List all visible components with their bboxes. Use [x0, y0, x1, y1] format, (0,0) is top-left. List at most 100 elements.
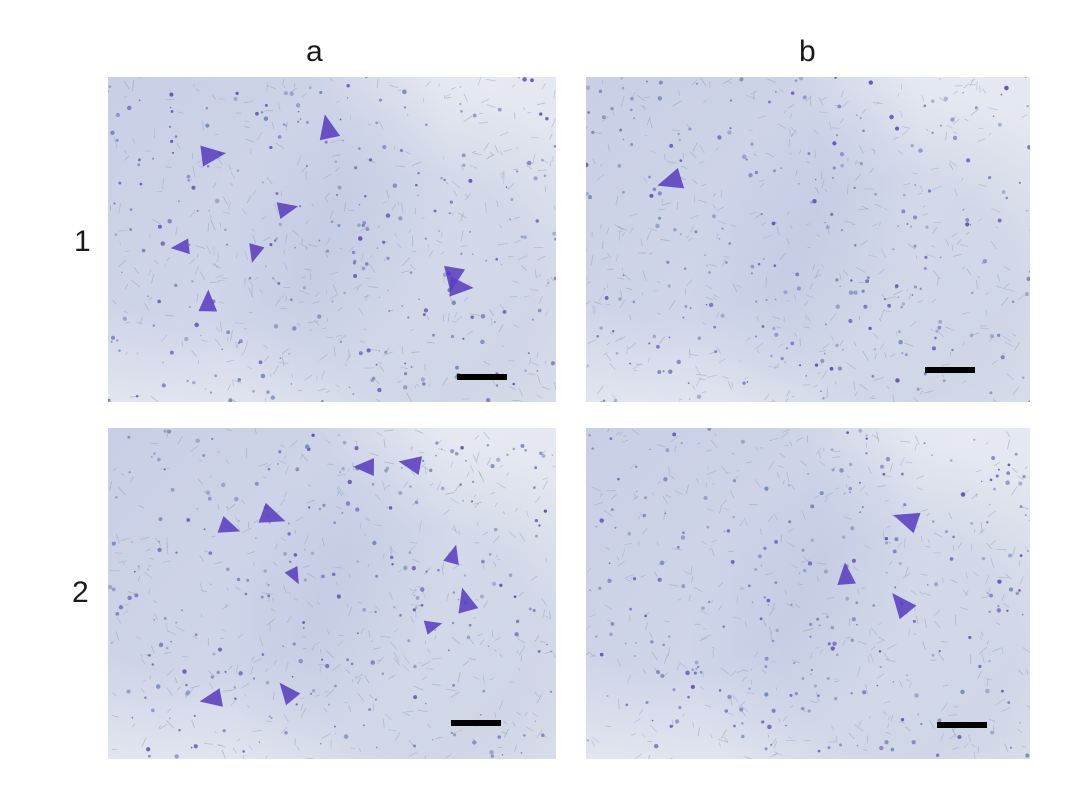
stained-nucleus-dot: [293, 553, 298, 557]
tissue-fiber: [716, 206, 724, 212]
tissue-fiber: [364, 675, 370, 683]
stained-nucleus-dot: [480, 339, 485, 345]
tissue-fiber: [337, 307, 343, 311]
tissue-fiber: [115, 631, 120, 642]
tissue-fiber: [884, 208, 888, 211]
tissue-fiber: [494, 145, 499, 153]
stained-nucleus-dot: [681, 584, 686, 589]
stained-nucleus-dot: [337, 223, 341, 228]
tissue-fiber: [537, 274, 542, 278]
tissue-fiber: [886, 643, 897, 650]
stained-nucleus-dot: [807, 472, 810, 475]
tissue-fiber: [979, 85, 981, 93]
tissue-fiber: [473, 494, 477, 498]
tissue-fiber: [810, 652, 813, 659]
stained-nucleus-dot: [894, 537, 899, 542]
tissue-fiber: [228, 665, 233, 671]
tissue-fiber: [805, 313, 811, 322]
stained-nucleus-dot: [169, 106, 172, 109]
tissue-fiber: [985, 441, 989, 446]
stained-nucleus-dot: [774, 90, 777, 93]
stained-nucleus-dot: [169, 350, 174, 355]
tissue-fiber: [451, 212, 455, 216]
tissue-fiber: [963, 83, 970, 89]
tissue-fiber: [846, 475, 851, 479]
stained-nucleus-dot: [368, 708, 372, 711]
stained-nucleus-dot: [784, 361, 786, 363]
tissue-fiber: [773, 741, 778, 749]
tissue-fiber: [235, 112, 242, 114]
tissue-fiber: [922, 212, 929, 216]
tissue-fiber: [517, 634, 519, 639]
tissue-fiber: [887, 723, 890, 728]
tissue-fiber: [221, 629, 227, 632]
tissue-fiber: [683, 570, 691, 575]
tissue-fiber: [140, 654, 144, 658]
stained-nucleus-dot: [853, 186, 856, 190]
stained-nucleus-dot: [468, 623, 472, 627]
tissue-fiber: [304, 535, 309, 545]
stained-nucleus-dot: [108, 398, 111, 402]
stained-nucleus-dot: [633, 654, 636, 658]
stained-nucleus-dot: [501, 754, 504, 756]
stained-nucleus-dot: [913, 244, 917, 248]
stained-nucleus-dot: [587, 739, 589, 742]
stained-nucleus-dot: [235, 91, 239, 96]
stained-nucleus-dot: [184, 336, 189, 342]
tissue-fiber: [338, 334, 347, 341]
tissue-fiber: [873, 203, 883, 208]
tissue-fiber: [711, 599, 714, 604]
stained-nucleus-dot: [1019, 505, 1023, 509]
stained-nucleus-dot: [662, 643, 666, 647]
tissue-fiber: [406, 392, 412, 402]
stained-nucleus-dot: [814, 178, 817, 181]
tissue-fiber: [194, 265, 199, 276]
tissue-fiber: [534, 691, 539, 698]
tissue-fiber: [132, 723, 136, 728]
tissue-fiber: [603, 510, 613, 517]
tissue-fiber: [817, 576, 819, 582]
stained-nucleus-dot: [997, 468, 1000, 471]
stained-nucleus-dot: [299, 118, 302, 120]
stained-nucleus-dot: [1026, 104, 1029, 108]
tissue-fiber: [410, 447, 414, 451]
tissue-fiber: [323, 173, 332, 179]
stained-nucleus-dot: [217, 647, 223, 652]
tissue-fiber: [445, 181, 449, 185]
tissue-fiber: [416, 383, 420, 387]
tissue-fiber: [710, 439, 718, 449]
stained-nucleus-dot: [865, 452, 868, 455]
tissue-fiber: [230, 329, 233, 341]
stained-nucleus-dot: [727, 694, 732, 700]
stained-nucleus-dot: [885, 457, 891, 462]
tissue-fiber: [908, 628, 911, 637]
tissue-fiber: [749, 211, 758, 215]
tissue-fiber: [834, 380, 837, 385]
stained-nucleus-dot: [126, 689, 131, 694]
tissue-fiber: [978, 647, 988, 655]
stained-nucleus-dot: [818, 624, 821, 627]
tissue-fiber: [524, 712, 528, 717]
tissue-fiber: [280, 726, 288, 735]
stained-nucleus-dot: [244, 592, 248, 596]
stained-nucleus-dot: [923, 104, 927, 108]
stained-nucleus-dot: [883, 298, 886, 301]
tissue-fiber: [217, 503, 220, 510]
tissue-fiber: [927, 539, 931, 544]
tissue-fiber: [779, 452, 786, 458]
stained-nucleus-dot: [990, 730, 994, 735]
stained-nucleus-dot: [952, 135, 958, 141]
tissue-fiber: [403, 481, 409, 488]
stained-nucleus-dot: [820, 358, 825, 363]
tissue-fiber: [649, 631, 653, 639]
tissue-fiber: [1024, 466, 1028, 470]
stained-nucleus-dot: [733, 724, 736, 728]
tissue-fiber: [536, 729, 543, 738]
tissue-fiber: [678, 398, 683, 400]
stained-cell: [398, 456, 423, 475]
tissue-fiber: [1003, 266, 1011, 271]
tissue-fiber: [230, 172, 236, 179]
stained-nucleus-dot: [337, 185, 342, 190]
tissue-fiber: [483, 361, 491, 366]
stained-nucleus-dot: [827, 642, 831, 646]
